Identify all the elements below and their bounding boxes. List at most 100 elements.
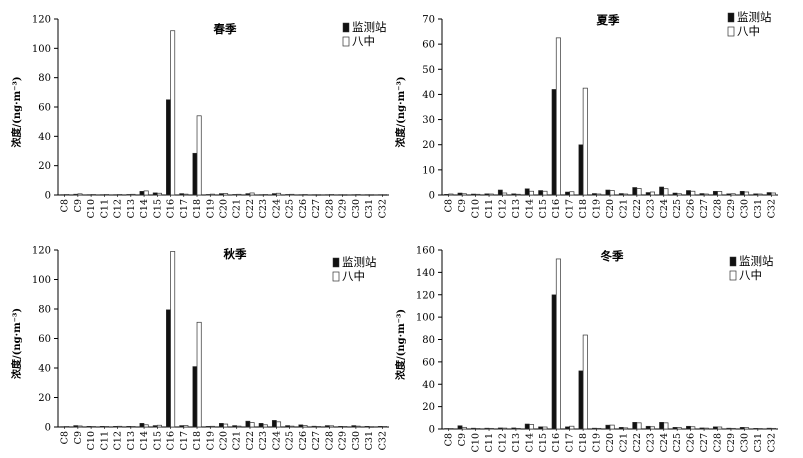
legend-swatch-school (342, 36, 350, 47)
bar-school (117, 194, 123, 196)
x-tick-label: C20 (219, 431, 230, 450)
y-tick-label: 160 (416, 246, 435, 257)
legend-swatch-station (342, 22, 350, 33)
bar-school (690, 426, 696, 430)
bar-station (753, 193, 759, 196)
bar-school (342, 426, 348, 428)
bar-station (753, 428, 759, 430)
bar-school (315, 194, 321, 196)
bar-station (699, 193, 705, 196)
x-tick-label: C15 (538, 199, 549, 218)
y-tick-label: 120 (32, 15, 51, 26)
x-tick-label: C29 (338, 199, 349, 218)
bar-school (475, 193, 481, 196)
bar-school (609, 190, 615, 196)
bar-school (582, 334, 588, 430)
x-tick-label: C28 (713, 433, 724, 452)
bar-school (676, 193, 682, 196)
x-tick-label: C15 (538, 433, 549, 452)
bar-school (569, 425, 575, 430)
x-tick-label: C11 (484, 199, 495, 218)
y-axis-title: 浓度/(ng·m⁻³) (394, 76, 407, 147)
x-tick-label: C26 (686, 433, 697, 452)
legend-swatch-station (332, 257, 340, 268)
bar-school (609, 424, 615, 430)
bar-station (578, 370, 584, 430)
x-tick-label: C25 (672, 199, 683, 218)
bar-station (324, 425, 330, 428)
x-tick-label: C8 (60, 199, 71, 212)
bar-school (623, 193, 629, 196)
x-tick-label: C32 (766, 433, 777, 452)
bar-school (170, 30, 176, 196)
y-tick-label: 120 (32, 246, 51, 257)
y-tick-label: 0 (429, 191, 435, 202)
bar-school (315, 426, 321, 428)
x-tick-label: C10 (471, 199, 482, 218)
legend-swatch-station (729, 256, 737, 267)
y-axis-title: 浓度/(ng·m⁻³) (10, 76, 23, 147)
x-tick-label: C17 (179, 431, 190, 450)
y-tick-label: 60 (422, 357, 435, 368)
bar-station (659, 422, 665, 430)
bar-station (377, 194, 383, 196)
bar-school (209, 193, 215, 196)
x-tick-label: C20 (605, 199, 616, 218)
bar-station (659, 186, 665, 196)
bar-school (623, 427, 629, 430)
bar-school (382, 426, 387, 428)
bar-station (645, 192, 651, 196)
x-tick-label: C14 (139, 431, 150, 450)
bar-school (183, 425, 189, 428)
bar-school (143, 424, 149, 428)
x-tick-label: C21 (232, 431, 243, 450)
bar-station (457, 425, 463, 430)
x-tick-label: C12 (497, 199, 508, 218)
bar-school (209, 425, 215, 428)
bar-station (699, 427, 705, 430)
bar-school (236, 425, 242, 428)
x-tick-label: C13 (511, 433, 522, 452)
bar-station (311, 194, 317, 196)
x-tick-label: C32 (766, 199, 777, 218)
x-tick-label: C24 (659, 433, 670, 452)
bar-station (511, 193, 517, 196)
x-tick-label: C8 (444, 433, 455, 446)
bar-station (113, 194, 118, 196)
bar-school (117, 425, 123, 428)
bar-station (86, 194, 92, 196)
bar-school (183, 193, 189, 196)
bar-school (569, 191, 575, 196)
x-tick-label: C29 (726, 199, 737, 218)
bar-station (471, 427, 476, 430)
bar-station (618, 427, 624, 430)
bar-station (113, 426, 118, 428)
bar-school (730, 193, 736, 196)
bar-school (302, 194, 308, 196)
y-tick-label: 100 (416, 313, 435, 324)
x-tick-label: C24 (271, 431, 282, 450)
legend-swatch-school (729, 270, 737, 281)
bar-station (364, 194, 370, 196)
x-tick-label: C26 (298, 431, 309, 450)
bar-school (156, 424, 162, 428)
x-tick-label: C18 (192, 199, 203, 218)
y-axis-title: 浓度/(ng·m⁻³) (394, 309, 407, 380)
bar-station (298, 424, 304, 428)
bar-station (511, 427, 517, 430)
x-tick-label: C14 (524, 199, 535, 218)
bar-school (542, 190, 548, 196)
x-tick-label: C17 (565, 433, 576, 452)
x-tick-label: C21 (618, 433, 629, 452)
x-tick-label: C16 (166, 199, 177, 218)
x-tick-label: C15 (152, 431, 163, 450)
bar-station (311, 425, 317, 428)
bar-school (329, 425, 335, 428)
bar-station (444, 428, 449, 430)
bar-station (726, 427, 732, 430)
bar-school (64, 194, 70, 196)
x-tick-label: C19 (592, 199, 603, 218)
bar-school (596, 193, 602, 196)
